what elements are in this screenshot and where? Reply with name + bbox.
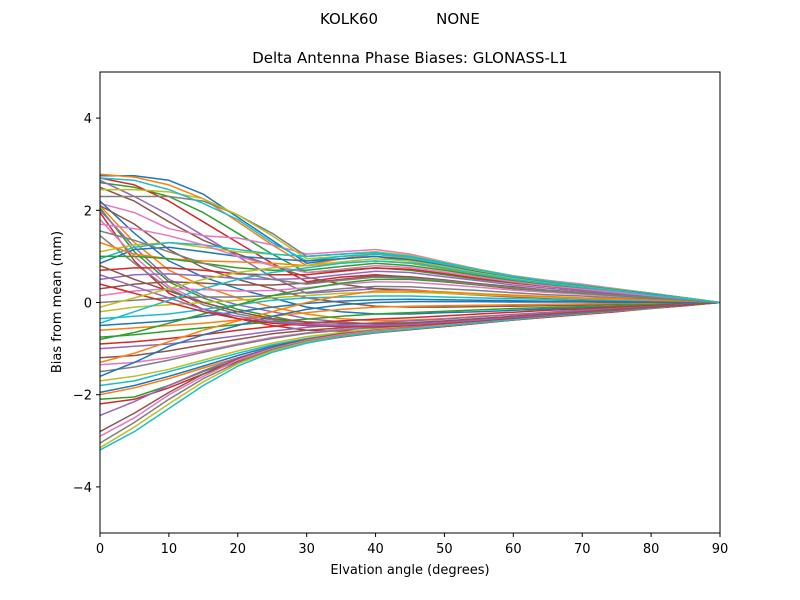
suptitle-antenna: NONE <box>436 10 480 28</box>
y-tick-label: 0 <box>84 297 92 312</box>
x-tick-label: 70 <box>574 542 591 557</box>
y-axis-ticks: −4 −2 0 2 4 <box>73 112 100 496</box>
x-axis-ticks: 0 10 20 30 40 50 60 70 80 90 <box>96 533 728 557</box>
x-tick-label: 60 <box>505 542 522 557</box>
chart-title: Delta Antenna Phase Biases: GLONASS-L1 <box>252 49 568 67</box>
x-tick-label: 80 <box>643 542 660 557</box>
series-line <box>100 301 720 338</box>
series-line <box>100 230 720 304</box>
x-tick-label: 0 <box>96 542 104 557</box>
x-axis-label: Elvation angle (degrees) <box>330 563 489 578</box>
series-line <box>100 289 720 364</box>
x-tick-label: 90 <box>712 542 729 557</box>
suptitle-station: KOLK60 <box>320 10 378 28</box>
series-line <box>100 205 720 308</box>
series-line <box>100 264 720 325</box>
y-tick-label: −4 <box>73 481 92 496</box>
series-line <box>100 281 720 304</box>
x-tick-label: 50 <box>436 542 453 557</box>
series-line <box>100 260 720 324</box>
series-line <box>100 300 720 377</box>
series-line <box>100 301 720 350</box>
y-tick-label: 2 <box>84 204 92 219</box>
x-tick-label: 40 <box>367 542 384 557</box>
series-line <box>100 301 720 331</box>
series-line <box>100 285 720 304</box>
series-line <box>100 298 720 327</box>
x-tick-label: 10 <box>161 542 178 557</box>
x-tick-label: 20 <box>230 542 247 557</box>
plot-lines <box>100 173 720 451</box>
series-line <box>100 223 720 304</box>
y-axis-label: Bias from mean (mm) <box>50 231 65 373</box>
y-tick-label: −2 <box>73 389 92 404</box>
x-tick-label: 30 <box>298 542 315 557</box>
y-tick-label: 4 <box>84 112 92 127</box>
series-line <box>100 270 720 304</box>
